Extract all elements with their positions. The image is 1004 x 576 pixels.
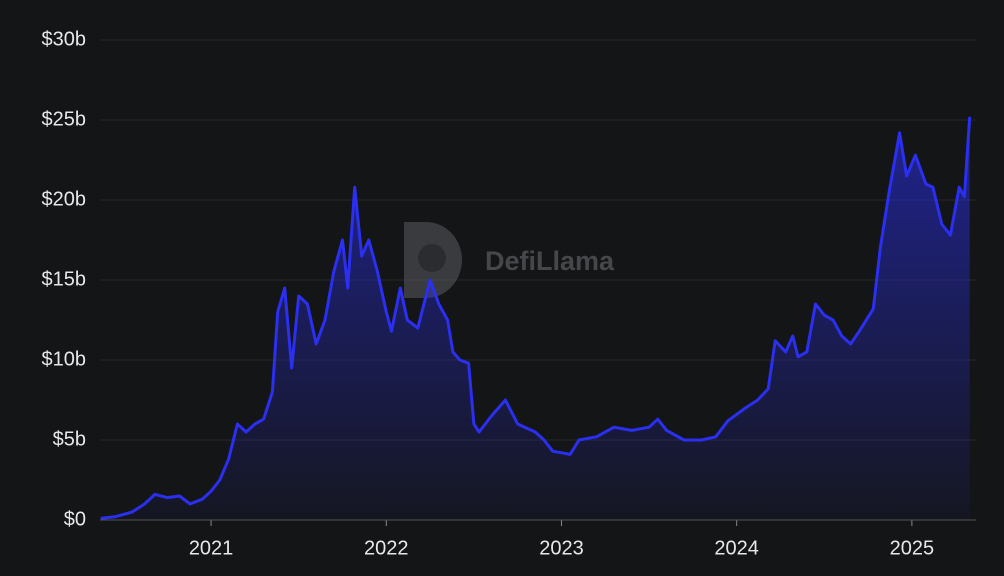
y-tick-label: $5b [53,428,86,450]
area-fill [100,116,970,521]
watermark-text: DefiLlama [485,246,615,276]
y-tick-label: $30b [42,28,87,50]
watermark-logo-face [418,244,446,272]
y-tick-label: $10b [42,348,87,370]
x-tick-label: 2025 [890,537,935,559]
area-line [100,116,972,520]
y-tick-label: $15b [42,268,87,290]
x-tick-label: 2021 [189,537,234,559]
x-tick-label: 2024 [714,537,759,559]
watermark: DefiLlama [404,222,615,298]
y-tick-label: $25b [42,108,87,130]
y-tick-label: $0 [64,508,86,530]
x-tick-label: 2022 [364,537,409,559]
y-tick-label: $20b [42,188,87,210]
x-tick-label: 2023 [539,537,584,559]
